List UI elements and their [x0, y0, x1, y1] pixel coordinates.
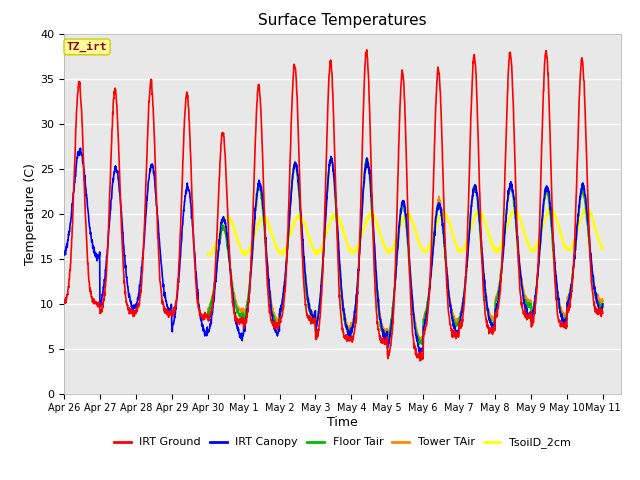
Title: Surface Temperatures: Surface Temperatures — [258, 13, 427, 28]
Text: TZ_irt: TZ_irt — [67, 42, 108, 52]
Y-axis label: Temperature (C): Temperature (C) — [24, 163, 37, 264]
X-axis label: Time: Time — [327, 416, 358, 429]
Legend: IRT Ground, IRT Canopy, Floor Tair, Tower TAir, TsoilD_2cm: IRT Ground, IRT Canopy, Floor Tair, Towe… — [109, 433, 575, 453]
